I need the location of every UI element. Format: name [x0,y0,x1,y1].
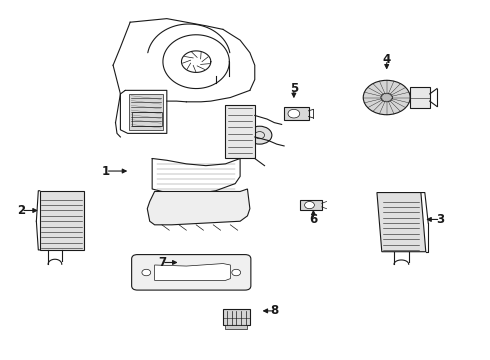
Circle shape [206,214,216,221]
Text: 1: 1 [102,165,110,177]
Circle shape [414,93,426,102]
Polygon shape [225,105,255,158]
Text: 2: 2 [17,204,25,217]
Polygon shape [410,87,430,108]
Polygon shape [40,191,84,250]
Text: 3: 3 [437,213,444,226]
Text: 4: 4 [383,53,391,66]
FancyBboxPatch shape [132,255,251,290]
Polygon shape [300,200,322,211]
Circle shape [142,269,151,276]
Circle shape [288,109,300,118]
Circle shape [232,269,241,276]
Text: 8: 8 [270,305,278,318]
Polygon shape [155,264,230,280]
Polygon shape [223,309,250,325]
Text: 6: 6 [309,213,318,226]
Circle shape [230,212,240,220]
Polygon shape [225,324,247,329]
Circle shape [169,211,179,218]
Text: 7: 7 [158,256,166,269]
Circle shape [381,93,392,102]
Polygon shape [147,189,250,225]
Circle shape [247,126,272,144]
Text: 5: 5 [290,82,298,95]
Polygon shape [377,193,426,252]
Circle shape [363,80,410,115]
Polygon shape [129,94,163,130]
Circle shape [305,202,315,209]
Polygon shape [284,107,309,120]
